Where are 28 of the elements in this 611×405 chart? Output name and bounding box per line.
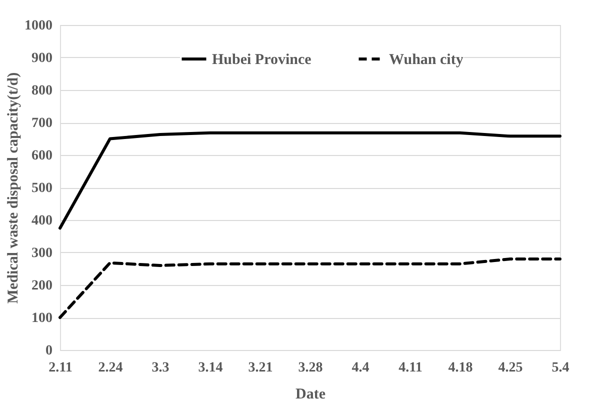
x-axis-title: Date: [296, 386, 326, 402]
y-tick-label: 900: [32, 51, 52, 66]
line-series: [58, 131, 562, 230]
x-tick-label: 4.18: [448, 360, 473, 376]
x-tick-label: 4.4: [352, 360, 370, 376]
x-tick-label: 4.11: [398, 360, 422, 376]
y-tick-label: 500: [32, 181, 52, 196]
legend-label: Hubei Province: [212, 52, 312, 68]
x-tick-label: 5.4: [552, 360, 570, 376]
line-series: [58, 258, 562, 319]
y-tick-label: 300: [32, 246, 52, 261]
legend-label: Wuhan city: [389, 52, 464, 68]
y-tick-label: 200: [32, 278, 52, 294]
y-tick-label: 0: [46, 344, 52, 358]
x-tick-label: 4.25: [498, 360, 523, 376]
x-tick-label: 2.24: [98, 360, 123, 376]
y-tick-label: 100: [32, 311, 52, 326]
x-tick-label: 3.3: [152, 360, 170, 376]
y-tick-label: 1000: [24, 18, 52, 34]
y-axis-title: Medical waste disposal capacity(t/d): [6, 72, 22, 304]
y-tick-label: 600: [32, 148, 52, 164]
x-tick-label: 3.21: [248, 360, 273, 376]
y-tick-label: 700: [32, 116, 52, 131]
x-tick-label: 3.14: [198, 360, 223, 376]
x-tick-label: 2.11: [48, 360, 72, 376]
x-tick-label: 3.28: [298, 360, 323, 376]
y-tick-label: 800: [32, 84, 52, 98]
y-tick-label: 400: [32, 214, 52, 228]
